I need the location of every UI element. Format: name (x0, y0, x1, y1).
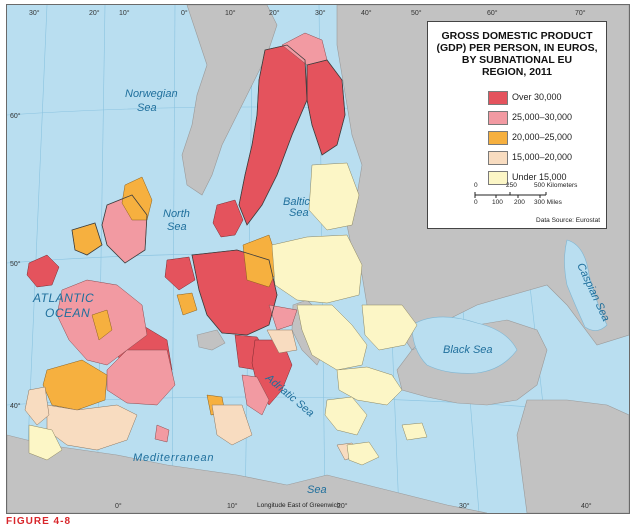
scale-km-tick: 500 Kilometers (534, 182, 578, 189)
lon-tick-top: 10° (119, 9, 130, 17)
scale-mi-tick: 100 (492, 199, 503, 206)
atlantic-ocean-label-2: OCEAN (45, 306, 90, 320)
lon-tick-top: 20° (269, 9, 280, 17)
data-source-note: Data Source: Eurostat (536, 217, 600, 224)
lon-tick-top: 50° (411, 9, 422, 17)
lat-tick-left: 50° (10, 260, 21, 268)
lon-tick-bottom: 40° (581, 502, 592, 510)
lon-tick-top: 30° (315, 9, 326, 17)
lon-tick-top: 40° (361, 9, 372, 17)
scale-km-tick: 0 (474, 182, 478, 189)
scale-mi-tick: 0 (474, 199, 478, 206)
baltic-sea-label-2: Sea (289, 207, 309, 219)
lat-tick-left: 60° (10, 112, 21, 120)
mediterranean-sea-label-2: Sea (307, 484, 327, 496)
legend-label: Over 30,000 (512, 92, 562, 102)
baltic-sea-label-1: Baltic (283, 196, 310, 208)
lon-tick-bottom: 0° (115, 502, 122, 510)
legend-label: Under 15,000 (512, 172, 567, 182)
atlantic-ocean-label-1: ATLANTIC (32, 291, 94, 305)
mediterranean-sea-label: Mediterranean (133, 452, 214, 464)
legend-swatch (488, 91, 508, 105)
north-sea-label-2: Sea (167, 221, 187, 233)
legend-swatch (488, 131, 508, 145)
scale-mi-tick: 200 (514, 199, 525, 206)
scale-bar: 0 250 500 Kilometers 0 100 200 300 Miles (474, 182, 577, 206)
lon-tick-bottom: 10° (227, 502, 238, 510)
lat-tick-left: 40° (10, 402, 21, 410)
scale-mi-tick: 300 Miles (534, 199, 562, 206)
legend-title: GROSS DOMESTIC PRODUCT (GDP) PER PERSON,… (428, 30, 606, 78)
figure-label: FIGURE 4-8 (6, 516, 72, 527)
lon-tick-bottom: 30° (459, 502, 470, 510)
lon-tick-top: 70° (575, 9, 586, 17)
legend-title-line: REGION, 2011 (481, 66, 553, 78)
map-frame: Norwegian Sea North Sea Baltic Sea ATLAN… (6, 4, 630, 514)
legend-title-line: BY SUBNATIONAL EU (461, 54, 573, 66)
lon-tick-bottom: 20° (337, 502, 348, 510)
legend-title-line: (GDP) PER PERSON, IN EUROS, (436, 42, 598, 54)
lon-tick-top: 10° (225, 9, 236, 17)
norwegian-sea-label-1: Norwegian (125, 88, 178, 100)
regions-25000-30000 (56, 32, 328, 443)
longitude-note: Longitude East of Greenwich (257, 502, 341, 509)
legend-swatch (488, 111, 508, 125)
legend-swatch (488, 151, 508, 165)
lon-tick-top: 0° (181, 9, 188, 17)
lon-tick-top: 30° (29, 9, 40, 17)
graticule-labels: 30° 20° 10° 0° 10° 20° 30° 40° 50° 60° 7… (10, 9, 592, 510)
north-sea-label-1: North (163, 208, 190, 220)
regions-under-15000 (28, 162, 428, 466)
country-borders (71, 44, 346, 336)
legend-label: 25,000–30,000 (512, 112, 573, 122)
legend-box: GROSS DOMESTIC PRODUCT (GDP) PER PERSON,… (427, 21, 607, 229)
lon-tick-top: 60° (487, 9, 498, 17)
legend-title-line: GROSS DOMESTIC PRODUCT (441, 30, 593, 42)
black-sea-label: Black Sea (443, 344, 493, 356)
scale-bar-graphic (474, 192, 547, 198)
legend-swatch (488, 171, 508, 185)
lon-tick-top: 20° (89, 9, 100, 17)
legend-label: 15,000–20,000 (512, 152, 573, 162)
inland-seas (411, 239, 608, 374)
regions-20000-25000 (42, 176, 280, 416)
norwegian-sea-label-2: Sea (137, 102, 157, 114)
legend-label: 20,000–25,000 (512, 132, 573, 142)
scale-km-tick: 250 (506, 182, 517, 189)
